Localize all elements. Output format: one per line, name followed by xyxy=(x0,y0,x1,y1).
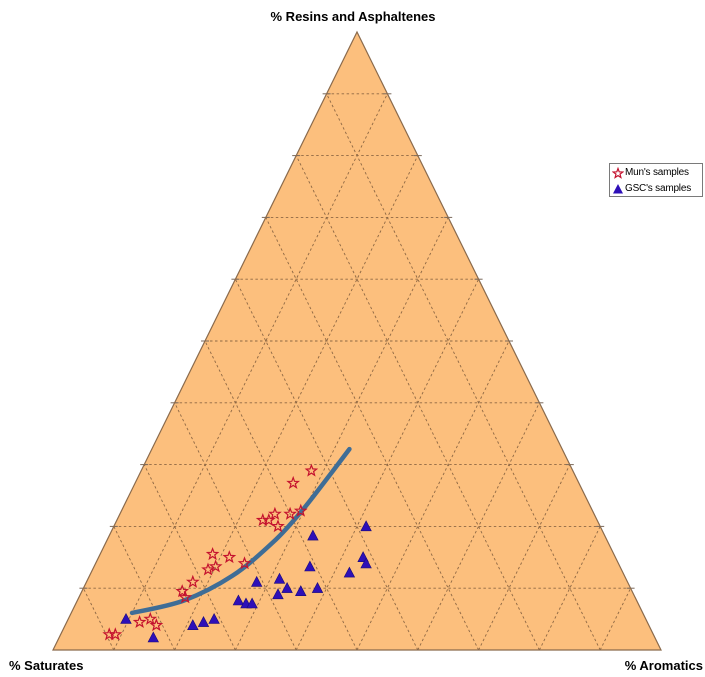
mun-samples-series xyxy=(102,463,319,641)
grid-line xyxy=(234,279,419,651)
gsc-sample-point xyxy=(360,557,372,569)
ternary-grid xyxy=(82,93,632,651)
legend-label-gsc: GSC's samples xyxy=(625,183,691,194)
grid-line xyxy=(326,93,601,651)
gsc-sample-point xyxy=(147,631,159,643)
legend: Mun's samples GSC's samples xyxy=(609,163,703,197)
mun-sample-point xyxy=(149,618,164,632)
gsc-sample-point xyxy=(360,520,372,532)
grid-line xyxy=(265,217,480,651)
mun-sample-point xyxy=(178,590,193,604)
mun-sample-point xyxy=(143,611,158,625)
mun-sample-point xyxy=(286,475,301,490)
grid-line xyxy=(204,340,358,651)
gsc-sample-point xyxy=(272,588,284,600)
grid-line xyxy=(478,464,571,651)
grid-line xyxy=(82,588,115,651)
gsc-sample-point xyxy=(251,575,263,587)
grid-line xyxy=(356,340,510,651)
grid-line xyxy=(295,279,480,651)
mun-sample-point xyxy=(237,556,252,570)
star-marker-icon xyxy=(612,166,624,179)
gsc-samples-series xyxy=(120,520,372,643)
gsc-sample-point xyxy=(311,582,324,593)
gsc-sample-point xyxy=(232,594,245,606)
gsc-sample-point xyxy=(208,612,220,624)
grid-line xyxy=(599,588,632,651)
mun-sample-point xyxy=(185,574,200,588)
gsc-sample-point xyxy=(343,566,356,578)
grid-line xyxy=(417,402,540,651)
vertex-label-right: % Aromatics xyxy=(625,658,703,673)
ternary-frame xyxy=(52,30,662,651)
mun-sample-point xyxy=(222,550,237,564)
gsc-sample-point xyxy=(304,560,316,572)
mun-sample-point xyxy=(268,506,282,520)
legend-item-mun: Mun's samples xyxy=(612,165,689,180)
mun-sample-point xyxy=(175,584,190,598)
mun-sample-point xyxy=(293,503,308,517)
gsc-sample-point xyxy=(273,572,286,584)
gsc-sample-point xyxy=(246,597,258,609)
vertex-label-left: % Saturates xyxy=(9,658,83,673)
mun-sample-point xyxy=(283,506,298,520)
mun-sample-point xyxy=(108,627,123,641)
grid-line xyxy=(143,464,236,651)
mun-sample-point xyxy=(271,519,285,533)
gsc-sample-point xyxy=(187,619,199,631)
mun-sample-point xyxy=(205,547,220,561)
gsc-sample-point xyxy=(281,582,293,593)
grid-line xyxy=(113,93,388,651)
triangle-marker-icon xyxy=(613,183,623,193)
grid-line xyxy=(174,402,297,651)
mun-sample-point xyxy=(304,463,319,477)
gsc-sample-point xyxy=(294,585,307,597)
mun-sample-point xyxy=(201,562,215,576)
vertex-label-top: % Resins and Asphaltenes xyxy=(271,9,436,24)
mun-sample-point xyxy=(132,614,147,629)
mun-sample-point xyxy=(208,559,223,573)
gsc-sample-point xyxy=(307,529,319,541)
gsc-sample-point xyxy=(197,616,210,627)
gsc-sample-point xyxy=(120,612,132,624)
legend-label-mun: Mun's samples xyxy=(625,167,689,178)
legend-item-gsc: GSC's samples xyxy=(612,181,691,196)
grid-line xyxy=(234,217,449,651)
